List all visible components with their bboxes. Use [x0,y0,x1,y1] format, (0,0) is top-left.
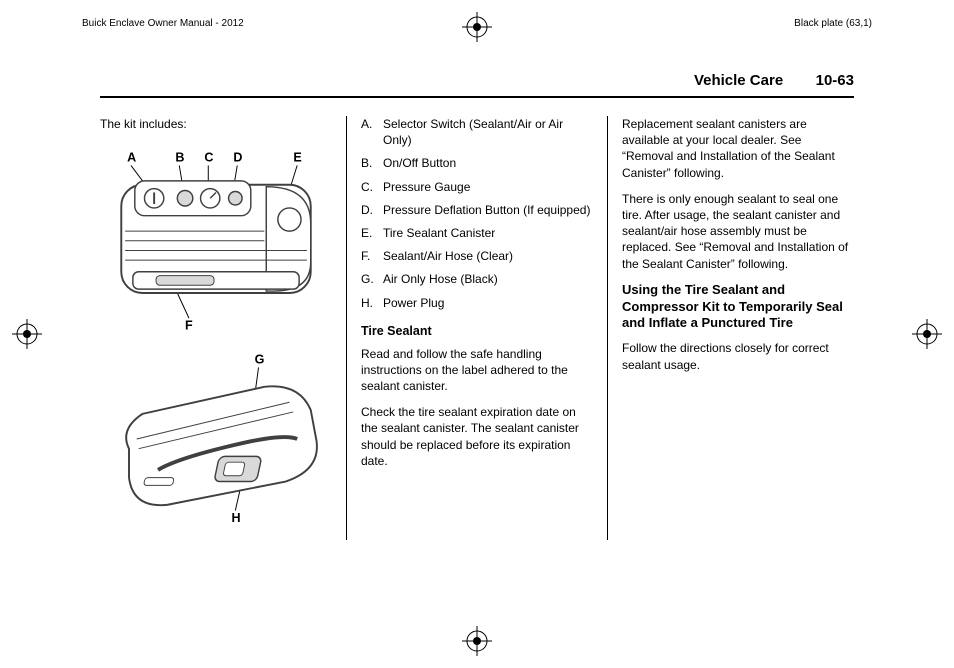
print-header: Buick Enclave Owner Manual - 2012 Black … [82,18,872,29]
label-a: A [127,151,136,165]
kit-intro: The kit includes: [100,116,332,132]
label-b: B [175,151,184,165]
using-kit-subhead: Using the Tire Sealant and Compressor Ki… [622,282,854,333]
label-h: H [231,511,240,525]
label-f: F [185,319,193,332]
content-columns: The kit includes: A B C D E F [100,116,854,540]
legend-item: F.Sealant/Air Hose (Clear) [361,248,593,264]
manual-title: Buick Enclave Owner Manual - 2012 [82,18,244,29]
legend-item: G.Air Only Hose (Black) [361,271,593,287]
column-3: Replacement sealant canisters are availa… [608,116,854,540]
legend-item: B.On/Off Button [361,155,593,171]
label-g: G [255,353,265,367]
replacement-p2: There is only enough sealant to seal one… [622,191,854,272]
label-d: D [233,151,242,165]
crop-mark-bottom [462,626,492,656]
compressor-top-diagram: A B C D E F [100,148,332,332]
label-c: C [204,151,213,165]
legend-item: E.Tire Sealant Canister [361,225,593,241]
crop-mark-left [12,319,42,349]
legend-item: C.Pressure Gauge [361,179,593,195]
compressor-bottom-diagram: G H [100,352,332,526]
page-content: Vehicle Care 10-63 The kit includes: A B… [100,72,854,596]
legend-item: A.Selector Switch (Sealant/Air or Air On… [361,116,593,148]
tire-sealant-subhead: Tire Sealant [361,323,593,340]
column-2: A.Selector Switch (Sealant/Air or Air On… [347,116,607,540]
replacement-p1: Replacement sealant canisters are availa… [622,116,854,181]
page-number: 10-63 [816,72,854,89]
sealant-p1: Read and follow the safe handling instru… [361,346,593,395]
plate-info: Black plate (63,1) [794,18,872,29]
label-e: E [293,151,301,165]
using-kit-p: Follow the directions closely for correc… [622,340,854,372]
section-header: Vehicle Care 10-63 [100,72,854,98]
crop-mark-right [912,319,942,349]
section-title: Vehicle Care [694,72,783,89]
sealant-p2: Check the tire sealant expiration date o… [361,404,593,469]
legend-item: D.Pressure Deflation Button (If equipped… [361,202,593,218]
column-1: The kit includes: A B C D E F [100,116,346,540]
legend-item: H.Power Plug [361,295,593,311]
parts-legend: A.Selector Switch (Sealant/Air or Air On… [361,116,593,311]
